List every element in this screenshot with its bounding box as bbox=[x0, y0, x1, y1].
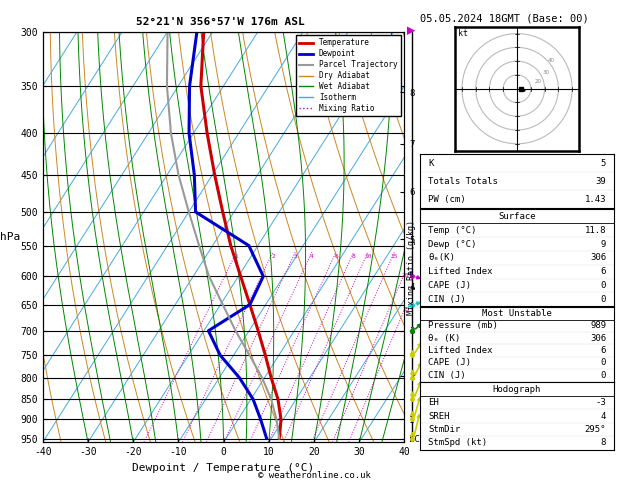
Text: 0: 0 bbox=[601, 281, 606, 290]
Text: Mixing Ratio (g/kg): Mixing Ratio (g/kg) bbox=[408, 220, 416, 315]
Text: Most Unstable: Most Unstable bbox=[482, 309, 552, 318]
Text: Dewp (°C): Dewp (°C) bbox=[428, 240, 476, 248]
Text: PW (cm): PW (cm) bbox=[428, 195, 465, 204]
Text: 0: 0 bbox=[601, 371, 606, 380]
Text: 8: 8 bbox=[601, 438, 606, 447]
Text: 1.43: 1.43 bbox=[584, 195, 606, 204]
Text: © weatheronline.co.uk: © weatheronline.co.uk bbox=[258, 471, 371, 480]
Text: Totals Totals: Totals Totals bbox=[428, 177, 498, 186]
Text: 25: 25 bbox=[403, 307, 410, 312]
Text: Surface: Surface bbox=[498, 212, 536, 221]
Text: 11.8: 11.8 bbox=[584, 226, 606, 235]
Text: CAPE (J): CAPE (J) bbox=[428, 358, 471, 367]
Text: 4: 4 bbox=[310, 254, 314, 259]
Text: 6: 6 bbox=[334, 254, 338, 259]
Text: CIN (J): CIN (J) bbox=[428, 295, 465, 304]
Text: SREH: SREH bbox=[428, 412, 450, 420]
Text: 10: 10 bbox=[364, 254, 372, 259]
Text: StmSpd (kt): StmSpd (kt) bbox=[428, 438, 487, 447]
Text: 6: 6 bbox=[601, 267, 606, 276]
Text: 0: 0 bbox=[601, 358, 606, 367]
Text: 39: 39 bbox=[596, 177, 606, 186]
Text: K: K bbox=[428, 158, 433, 168]
Text: 306: 306 bbox=[590, 333, 606, 343]
Text: Pressure (mb): Pressure (mb) bbox=[428, 321, 498, 330]
Text: kt: kt bbox=[458, 29, 468, 38]
Text: Temp (°C): Temp (°C) bbox=[428, 226, 476, 235]
Text: 9: 9 bbox=[601, 240, 606, 248]
Text: 4: 4 bbox=[601, 412, 606, 420]
Text: 15: 15 bbox=[391, 254, 398, 259]
Text: 3: 3 bbox=[294, 254, 298, 259]
Text: Lifted Index: Lifted Index bbox=[428, 267, 493, 276]
Y-axis label: km
ASL: km ASL bbox=[420, 215, 437, 237]
Text: StmDir: StmDir bbox=[428, 425, 460, 434]
Text: 5: 5 bbox=[601, 158, 606, 168]
Text: θₑ(K): θₑ(K) bbox=[428, 253, 455, 262]
Text: 1: 1 bbox=[235, 254, 238, 259]
Text: hPa: hPa bbox=[0, 232, 20, 242]
Text: 40: 40 bbox=[547, 58, 554, 63]
Text: 295°: 295° bbox=[584, 425, 606, 434]
Text: 30: 30 bbox=[542, 69, 549, 75]
Text: 6: 6 bbox=[601, 346, 606, 355]
Text: θₑ (K): θₑ (K) bbox=[428, 333, 460, 343]
Text: CAPE (J): CAPE (J) bbox=[428, 281, 471, 290]
Text: 05.05.2024 18GMT (Base: 00): 05.05.2024 18GMT (Base: 00) bbox=[420, 14, 589, 24]
Text: 306: 306 bbox=[590, 253, 606, 262]
Text: EH: EH bbox=[428, 398, 438, 407]
Text: 2: 2 bbox=[271, 254, 275, 259]
X-axis label: Dewpoint / Temperature (°C): Dewpoint / Temperature (°C) bbox=[133, 463, 314, 473]
Text: Hodograph: Hodograph bbox=[493, 385, 541, 394]
Text: Lifted Index: Lifted Index bbox=[428, 346, 493, 355]
Legend: Temperature, Dewpoint, Parcel Trajectory, Dry Adiabat, Wet Adiabat, Isotherm, Mi: Temperature, Dewpoint, Parcel Trajectory… bbox=[296, 35, 401, 116]
Text: CIN (J): CIN (J) bbox=[428, 371, 465, 380]
Text: 20: 20 bbox=[402, 273, 409, 278]
Text: 0: 0 bbox=[601, 295, 606, 304]
Text: -3: -3 bbox=[596, 398, 606, 407]
Text: ▼: ▼ bbox=[407, 25, 417, 34]
Text: 20: 20 bbox=[534, 79, 541, 84]
Text: 989: 989 bbox=[590, 321, 606, 330]
Text: 8: 8 bbox=[352, 254, 355, 259]
Text: 52°21'N 356°57'W 176m ASL: 52°21'N 356°57'W 176m ASL bbox=[136, 17, 304, 27]
